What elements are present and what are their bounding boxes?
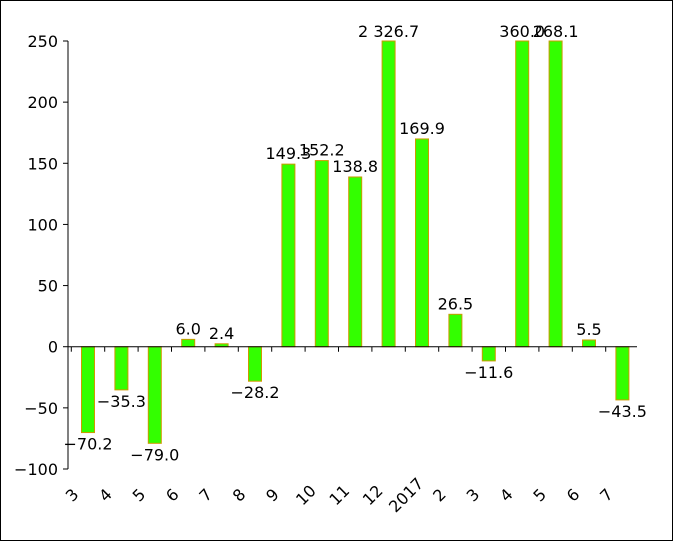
bar — [548, 40, 563, 348]
data-labels: −70.2 −35.3 −79.0 6.0 2.4 −28.2 149.3152.2138.… — [63, 22, 646, 464]
x-tick-label: 5 — [129, 485, 150, 506]
bar — [481, 346, 496, 362]
bar — [582, 339, 596, 348]
bars — [81, 40, 630, 444]
data-label: −35.3 — [97, 392, 146, 411]
data-label: 149.3 — [265, 144, 311, 163]
x-tick-label: 11 — [325, 481, 353, 509]
bar — [114, 346, 129, 391]
x-tick-label: 10 — [292, 481, 320, 509]
bar — [615, 346, 630, 401]
y-tick-label: 100 — [27, 215, 58, 234]
x-tick-label: 2 — [429, 485, 450, 506]
data-label: −70.2 — [63, 435, 112, 454]
y-tick-label: 0 — [48, 338, 58, 357]
data-label: −79.0 — [130, 445, 179, 464]
y-tick-label: 50 — [38, 277, 58, 296]
x-tick-label: 4 — [95, 485, 116, 506]
bar — [381, 40, 396, 348]
bar — [448, 313, 463, 348]
bar — [81, 346, 95, 434]
data-label: 5.5 — [576, 320, 601, 339]
bar — [348, 176, 363, 348]
x-tick-label: 4 — [496, 485, 517, 506]
data-label: 6.0 — [175, 319, 200, 338]
y-tick-label: −100 — [14, 460, 58, 479]
y-tick-label: 150 — [27, 154, 58, 173]
x-tick-label: 5 — [529, 485, 550, 506]
bar — [281, 163, 296, 348]
data-label: 268.1 — [533, 22, 579, 41]
bar — [248, 346, 262, 382]
x-tick-label: 8 — [229, 485, 250, 506]
y-tick-label: −50 — [24, 399, 58, 418]
data-label: 2 326.7 — [358, 22, 419, 41]
x-tick-label: 3 — [62, 485, 83, 506]
data-label: −11.6 — [464, 363, 513, 382]
data-label: 138.8 — [332, 157, 378, 176]
x-tick-label: 9 — [262, 485, 283, 506]
data-label: 2.4 — [209, 324, 234, 343]
data-label: −28.2 — [230, 383, 279, 402]
x-axis — [68, 346, 637, 352]
x-tick-label: 3 — [463, 485, 484, 506]
y-tick-label: 200 — [27, 93, 58, 112]
data-label: 169.9 — [399, 119, 445, 138]
data-label: 26.5 — [438, 294, 474, 313]
x-tick-label: 6 — [162, 485, 183, 506]
bar — [181, 338, 196, 348]
x-tick-label: 7 — [596, 485, 617, 506]
y-axis: 250 200 150 100 50 0 −50 −100 — [14, 32, 69, 479]
y-tick-label: 250 — [27, 32, 58, 51]
data-label: 152.2 — [299, 141, 345, 160]
data-label: 360.0 — [499, 22, 545, 41]
bar — [314, 160, 329, 348]
bar — [515, 40, 530, 348]
x-tick-label: 7 — [195, 485, 216, 506]
data-label: −43.5 — [598, 402, 647, 421]
x-tick-label: 12 — [359, 481, 387, 509]
x-tick-label: 2017 — [385, 474, 427, 516]
bar — [147, 346, 162, 444]
bar — [415, 138, 429, 348]
x-tick-label: 6 — [563, 485, 584, 506]
